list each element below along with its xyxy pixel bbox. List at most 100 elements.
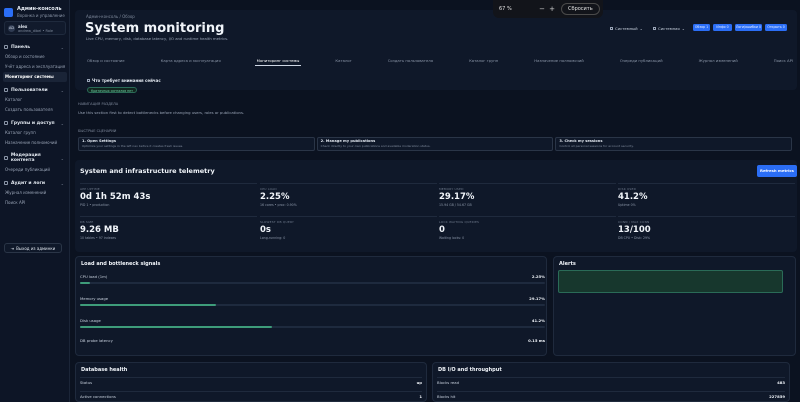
page-subtitle: Live CPU, memory, disk, database latency… <box>86 36 229 41</box>
chevron-down-icon: ⌄ <box>60 87 64 93</box>
page-title: System monitoring <box>85 21 225 36</box>
progress-track <box>80 326 545 328</box>
progress-fill <box>80 326 272 328</box>
metric-key: DB SIZE <box>80 220 94 224</box>
tab-catalog[interactable]: Каталог <box>335 58 352 63</box>
nav-section-audit[interactable]: Аудит и логи ⌄ <box>0 178 70 188</box>
progress-track <box>80 304 545 306</box>
avatar: AD <box>8 24 15 32</box>
tab-overview[interactable]: Обзор и состояние <box>87 58 125 63</box>
attention-title-text: Что требует внимания сейчас <box>92 78 161 83</box>
tab-address-map[interactable]: Карта адреса и эксплуатация <box>160 58 221 63</box>
status-pill-info[interactable]: Инфо 0 <box>713 24 732 31</box>
nav-section-label: Панель <box>11 44 31 50</box>
chevron-down-icon: ⌄ <box>60 180 64 186</box>
db-health-row: Status up <box>80 377 422 387</box>
sidebar-item-monitoring[interactable]: Мониторинг системы <box>3 72 67 82</box>
status-pill-errors[interactable]: Логи/ошибки 0 <box>735 24 762 31</box>
sidebar-item-overview[interactable]: Обзор и состояние <box>5 54 45 59</box>
progress-fill <box>80 304 216 306</box>
user-card[interactable]: AD alex andrew_dibel • Role <box>4 21 66 35</box>
metric-value: 41.2% <box>618 192 648 202</box>
tab-api-search[interactable]: Поиск API <box>773 58 793 63</box>
status-pill-open[interactable]: Открыть 0 <box>765 24 787 31</box>
scenario-desc: Optimize your settings in the left nav b… <box>82 144 184 148</box>
tab-changelog[interactable]: Журнал изменений <box>698 58 738 63</box>
telemetry-title: System and infrastructure telemetry <box>80 167 215 175</box>
tab-permissions[interactable]: Назначение полномочий <box>534 58 584 63</box>
tab-create-user[interactable]: Создать пользователя <box>387 58 434 63</box>
metric-key: CONN / MAX CONN <box>618 220 650 224</box>
locale-select[interactable]: Системная ⌄ <box>653 25 685 32</box>
logout-label: Выход из админки <box>16 245 56 251</box>
nav-section-moderation[interactable]: Модерация контента ⌄ <box>0 151 70 165</box>
status-pill-overview[interactable]: Обзор 1 <box>693 24 710 31</box>
nav-section-label: Модерация контента <box>10 153 41 163</box>
zoom-reset-button[interactable]: Сбросить <box>561 3 600 15</box>
load-row-value: 2.25% <box>531 274 545 279</box>
scenario-card[interactable]: 2. Manage my publications Check directly… <box>316 137 554 151</box>
sidebar-item-api-search[interactable]: Поиск API <box>5 200 26 205</box>
metric-value: 29.17% <box>439 192 475 202</box>
chevron-down-icon: ⌄ <box>60 155 64 161</box>
sidebar-item-group-catalog[interactable]: Каталог групп <box>5 130 36 135</box>
kv-label: Blocks hit <box>437 394 456 399</box>
metric-value: 13/100 <box>618 225 651 235</box>
load-row-label: DB probe latency <box>80 338 113 343</box>
moderation-icon <box>4 156 8 160</box>
monitor-icon <box>653 27 656 30</box>
sidebar-item-create-user[interactable]: Создать пользователя <box>5 107 53 112</box>
zoom-out-button[interactable]: − <box>539 5 545 13</box>
tab-monitoring[interactable]: Мониторинг системы <box>254 58 302 66</box>
load-panel: Load and bottleneck signals CPU load (1m… <box>75 256 547 356</box>
scenario-card[interactable]: 1. Open Settings Optimize your settings … <box>78 137 315 151</box>
logout-button[interactable]: ⇥ Выход из админки <box>4 243 62 253</box>
theme-select[interactable]: Системный ⌄ <box>610 25 643 32</box>
sidebar-item-address[interactable]: Учёт адреса и эксплуатация <box>5 64 66 69</box>
load-row-disk: Disk usage 41.2% <box>80 318 545 328</box>
tab-group-catalog[interactable]: Каталог групп <box>469 58 499 63</box>
refresh-metrics-button[interactable]: Refresh metrics <box>757 165 797 177</box>
sidebar-item-permissions[interactable]: Назначение полномочий <box>5 140 58 145</box>
brand-title: Админ-консоль <box>17 6 62 12</box>
metric-memory: MEMORY USED 29.17% 15.94 GB / 54.67 GB <box>439 183 616 212</box>
audit-icon <box>4 181 8 185</box>
chevron-down-icon: ⌄ <box>60 120 64 126</box>
nav-section-groups[interactable]: Группы и доступ ⌄ <box>0 118 70 128</box>
metric-sub: Waiting locks: 0 <box>439 236 465 240</box>
metric-sub: PID 1 • production <box>80 203 110 207</box>
sidebar-item-publication-queues[interactable]: Очереди публикаций <box>5 167 51 172</box>
metric-sub: DB CPU • Disk: 29% <box>618 236 651 240</box>
db-io-title: DB I/O and throughput <box>438 367 502 373</box>
locale-select-label: Системная <box>658 26 680 31</box>
load-panel-title: Load and bottleneck signals <box>81 261 161 267</box>
sidebar-item-changelog[interactable]: Журнал изменений <box>5 190 47 195</box>
brand-subtitle: Воронка и управление <box>17 13 65 18</box>
section-nav-label: НАВИГАЦИЯ РАЗДЕЛА <box>78 102 119 106</box>
nav-section-dashboard[interactable]: Панель ⌄ <box>0 42 70 52</box>
scenario-desc: Check directly to your own publications … <box>320 144 431 148</box>
metric-db-size: DB SIZE 9.26 MB 10 tables • 97 indexes <box>80 216 257 245</box>
scenario-title: 2. Manage my publications <box>320 139 376 143</box>
user-name: alex <box>18 23 28 29</box>
kv-value: 227859 <box>769 394 785 399</box>
sidebar-item-catalog[interactable]: Каталог <box>5 97 23 102</box>
metric-value: 9.26 MB <box>80 225 119 235</box>
load-row-label: CPU load (1m) <box>80 274 108 279</box>
brand[interactable]: Админ-консоль Воронка и управление <box>4 6 65 18</box>
zoom-in-button[interactable]: + <box>549 5 555 13</box>
chevron-down-icon: ⌄ <box>60 44 64 50</box>
metric-key: CPU LOAD <box>260 187 277 191</box>
metric-sub: 16 cores • proc: 0.90% <box>260 203 297 207</box>
scenario-card[interactable]: 3. Check my sessions Control all persona… <box>555 137 793 151</box>
nav-section-label: Аудит и логи <box>11 180 45 186</box>
groups-icon <box>4 121 8 125</box>
metric-slowest-query: SLOWEST DB QUERY 0s Long-running: 0 <box>260 216 437 245</box>
nav-section-label: Пользователи <box>11 87 48 93</box>
metric-key: SLOWEST DB QUERY <box>260 220 295 224</box>
scenario-title: 1. Open Settings <box>82 139 116 143</box>
nav-section-users[interactable]: Пользователи ⌄ <box>0 85 70 95</box>
breadcrumb[interactable]: Админ-консоль / Обзор <box>86 14 135 19</box>
db-health-row: Active connections 1 <box>80 391 422 401</box>
tab-publication-queues[interactable]: Очереди публикаций <box>619 58 663 63</box>
